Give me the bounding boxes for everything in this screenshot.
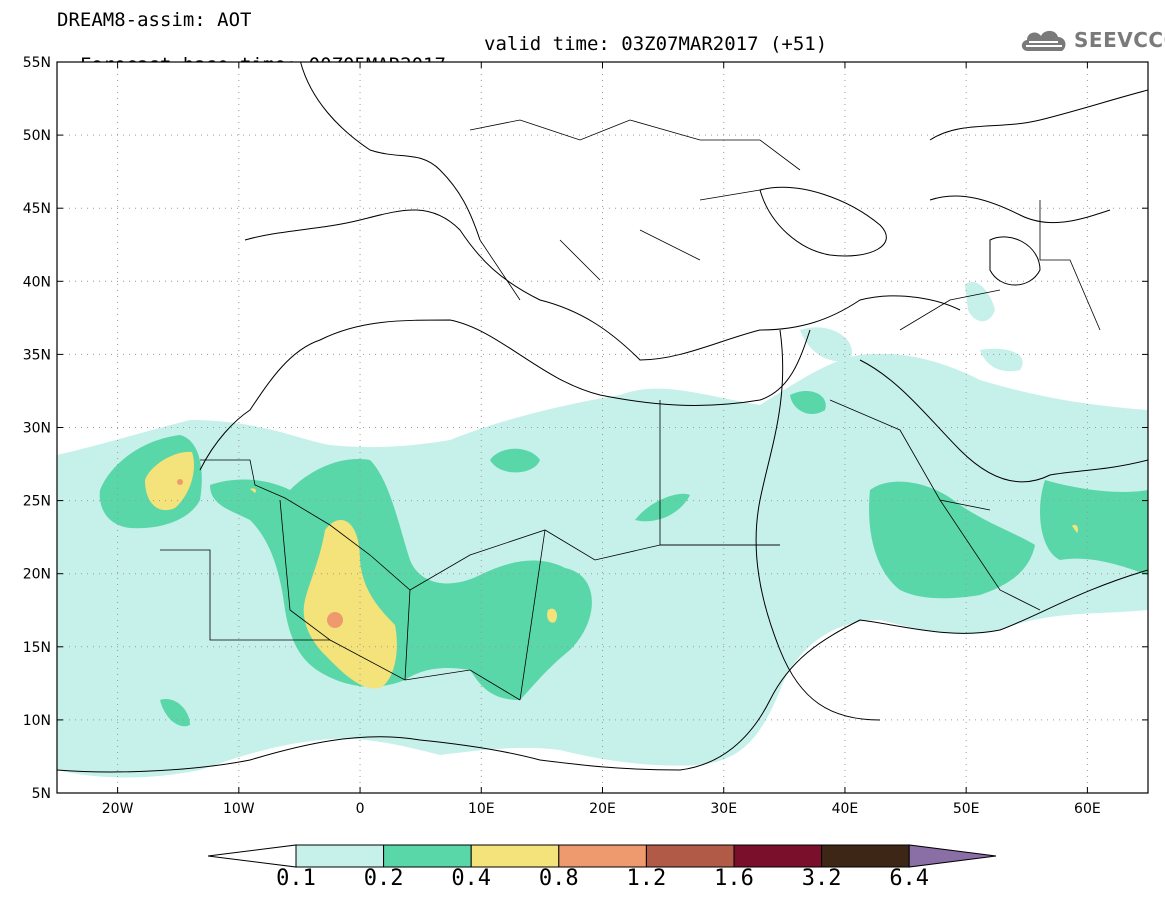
colorbar-segment [558, 844, 647, 868]
logo-text: SEEVCCC [1074, 28, 1165, 52]
lat-label: 20N [23, 567, 51, 583]
aot-0.8-core [327, 612, 343, 628]
country-borders [160, 119, 1101, 701]
latitude-labels: 55N 50N 45N 40N 35N 30N 25N 20N 15N 10N 5N [23, 55, 51, 802]
aot-0.2-oman [1040, 480, 1148, 575]
aot-0.4-mali [303, 520, 397, 689]
colorbar-segment [383, 844, 472, 868]
lat-label: 30N [23, 421, 51, 437]
aot-fields [57, 281, 1148, 778]
colorbar-high-arrow [908, 844, 997, 868]
lon-label: 30E [710, 801, 737, 817]
aot-0.4-oman [1072, 524, 1079, 533]
colorbar-level-label: 0.2 [363, 866, 404, 891]
aot-0.2-guinea [160, 699, 190, 727]
colorbar-level-label: 0.4 [451, 866, 492, 891]
longitude-labels: 20W 10W 0 10E 20E 30E 40E 50E 60E [102, 801, 1101, 817]
colorbar-level-label: 0.1 [276, 866, 316, 891]
colorbar-segment [645, 844, 735, 868]
lat-label: 25N [23, 494, 51, 510]
colorbar-segment [295, 844, 385, 868]
aot-0.4-small [250, 488, 257, 493]
seevccc-logo: SEEVCCC [1018, 22, 1165, 58]
axis-ticks [57, 61, 1148, 794]
colorbar [207, 844, 997, 868]
colorbar-segment [470, 844, 560, 868]
lon-label: 60E [1074, 801, 1101, 817]
lat-label: 15N [23, 640, 51, 656]
lat-label: 45N [23, 201, 51, 217]
cloud-logo-icon [1021, 30, 1066, 51]
aot-0.4-chad [547, 608, 558, 623]
coastlines [57, 62, 1148, 773]
aot-0.1-caucasus [965, 281, 995, 322]
lon-label: 0 [356, 801, 365, 817]
colorbar-level-label: 6.4 [889, 866, 930, 891]
valid-time: valid time: 03Z07MAR2017 (+51) [484, 33, 828, 55]
colorbar-level-label: 1.6 [714, 866, 754, 891]
aot-0.4-westsahara [145, 451, 195, 511]
lat-label: 55N [23, 55, 51, 71]
aot-0.8-westsahara [177, 479, 183, 485]
lat-label: 5N [32, 786, 51, 802]
lat-label: 50N [23, 128, 51, 144]
colorbar-level-label: 1.2 [626, 866, 667, 891]
colorbar-level-label: 0.8 [538, 866, 579, 891]
colorbar-segment [733, 844, 823, 868]
lon-label: 10W [223, 801, 255, 817]
colorbar-segment [821, 844, 910, 868]
colorbar-low-arrow [207, 844, 297, 868]
aot-0.2-libya [490, 448, 540, 473]
lat-label: 10N [23, 713, 51, 729]
lat-label: 40N [23, 274, 51, 290]
lon-label: 20E [589, 801, 616, 817]
aot-0.2-arabia [869, 481, 1035, 599]
lon-label: 10E [468, 801, 495, 817]
chart-title: DREAM8-assim: AOT [57, 9, 252, 31]
lon-label: 20W [102, 801, 134, 817]
lon-label: 50E [953, 801, 980, 817]
colorbar-level-label: 3.2 [801, 866, 842, 891]
aot-0.1-levant [800, 327, 852, 362]
aot-0.2-egypt [635, 493, 690, 522]
aot-0.2-levant [790, 390, 826, 415]
lat-label: 35N [23, 347, 51, 363]
lon-label: 40E [832, 801, 859, 817]
